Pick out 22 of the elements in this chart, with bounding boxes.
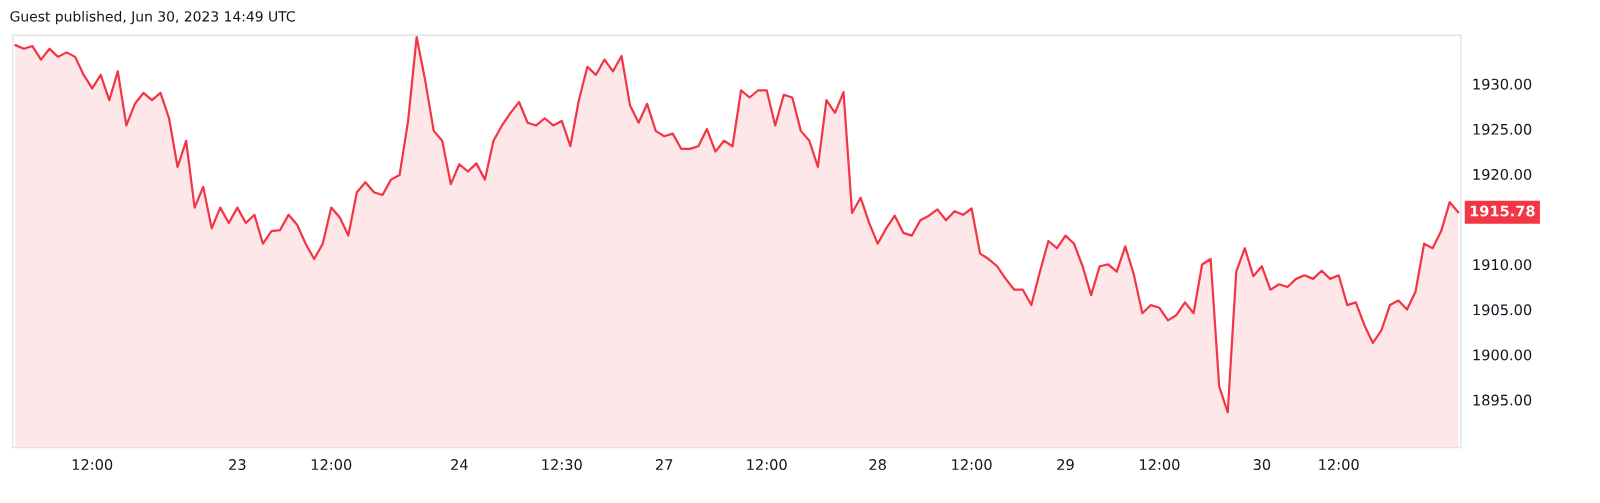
x-tick-label: 12:30 [542, 459, 582, 471]
x-tick-label: 12:00 [952, 459, 992, 471]
x-tick-label: 12:00 [311, 459, 352, 471]
x-tick-label: 12:00 [1140, 459, 1180, 471]
x-tick-label: 28 [869, 459, 886, 471]
y-tick-label: 1895.00 [1473, 394, 1532, 406]
y-tick-label: 1910.00 [1473, 259, 1532, 271]
x-tick-label: 24 [451, 459, 468, 470]
x-tick-label: 12:00 [1319, 459, 1359, 471]
y-tick-label: 1905.00 [1473, 304, 1532, 316]
x-tick-label: 27 [656, 459, 673, 470]
text: 1915.78 [1470, 205, 1535, 217]
x-tick-label: 12:00 [72, 459, 113, 471]
y-tick-label: 1925.00 [1473, 123, 1532, 135]
y-tick-label: 1900.00 [1473, 349, 1532, 361]
x-tick-label: 12:00 [747, 459, 787, 471]
x-tick-label: 23 [229, 459, 246, 471]
y-tick-label: 1930.00 [1473, 78, 1532, 90]
y-tick-label: 1920.00 [1473, 168, 1532, 180]
chart-title: Guest published, Jun 30, 2023 14:49 UTC [10, 10, 295, 25]
x-tick-label: 29 [1057, 459, 1074, 471]
x-tick-label: 30 [1253, 459, 1271, 471]
